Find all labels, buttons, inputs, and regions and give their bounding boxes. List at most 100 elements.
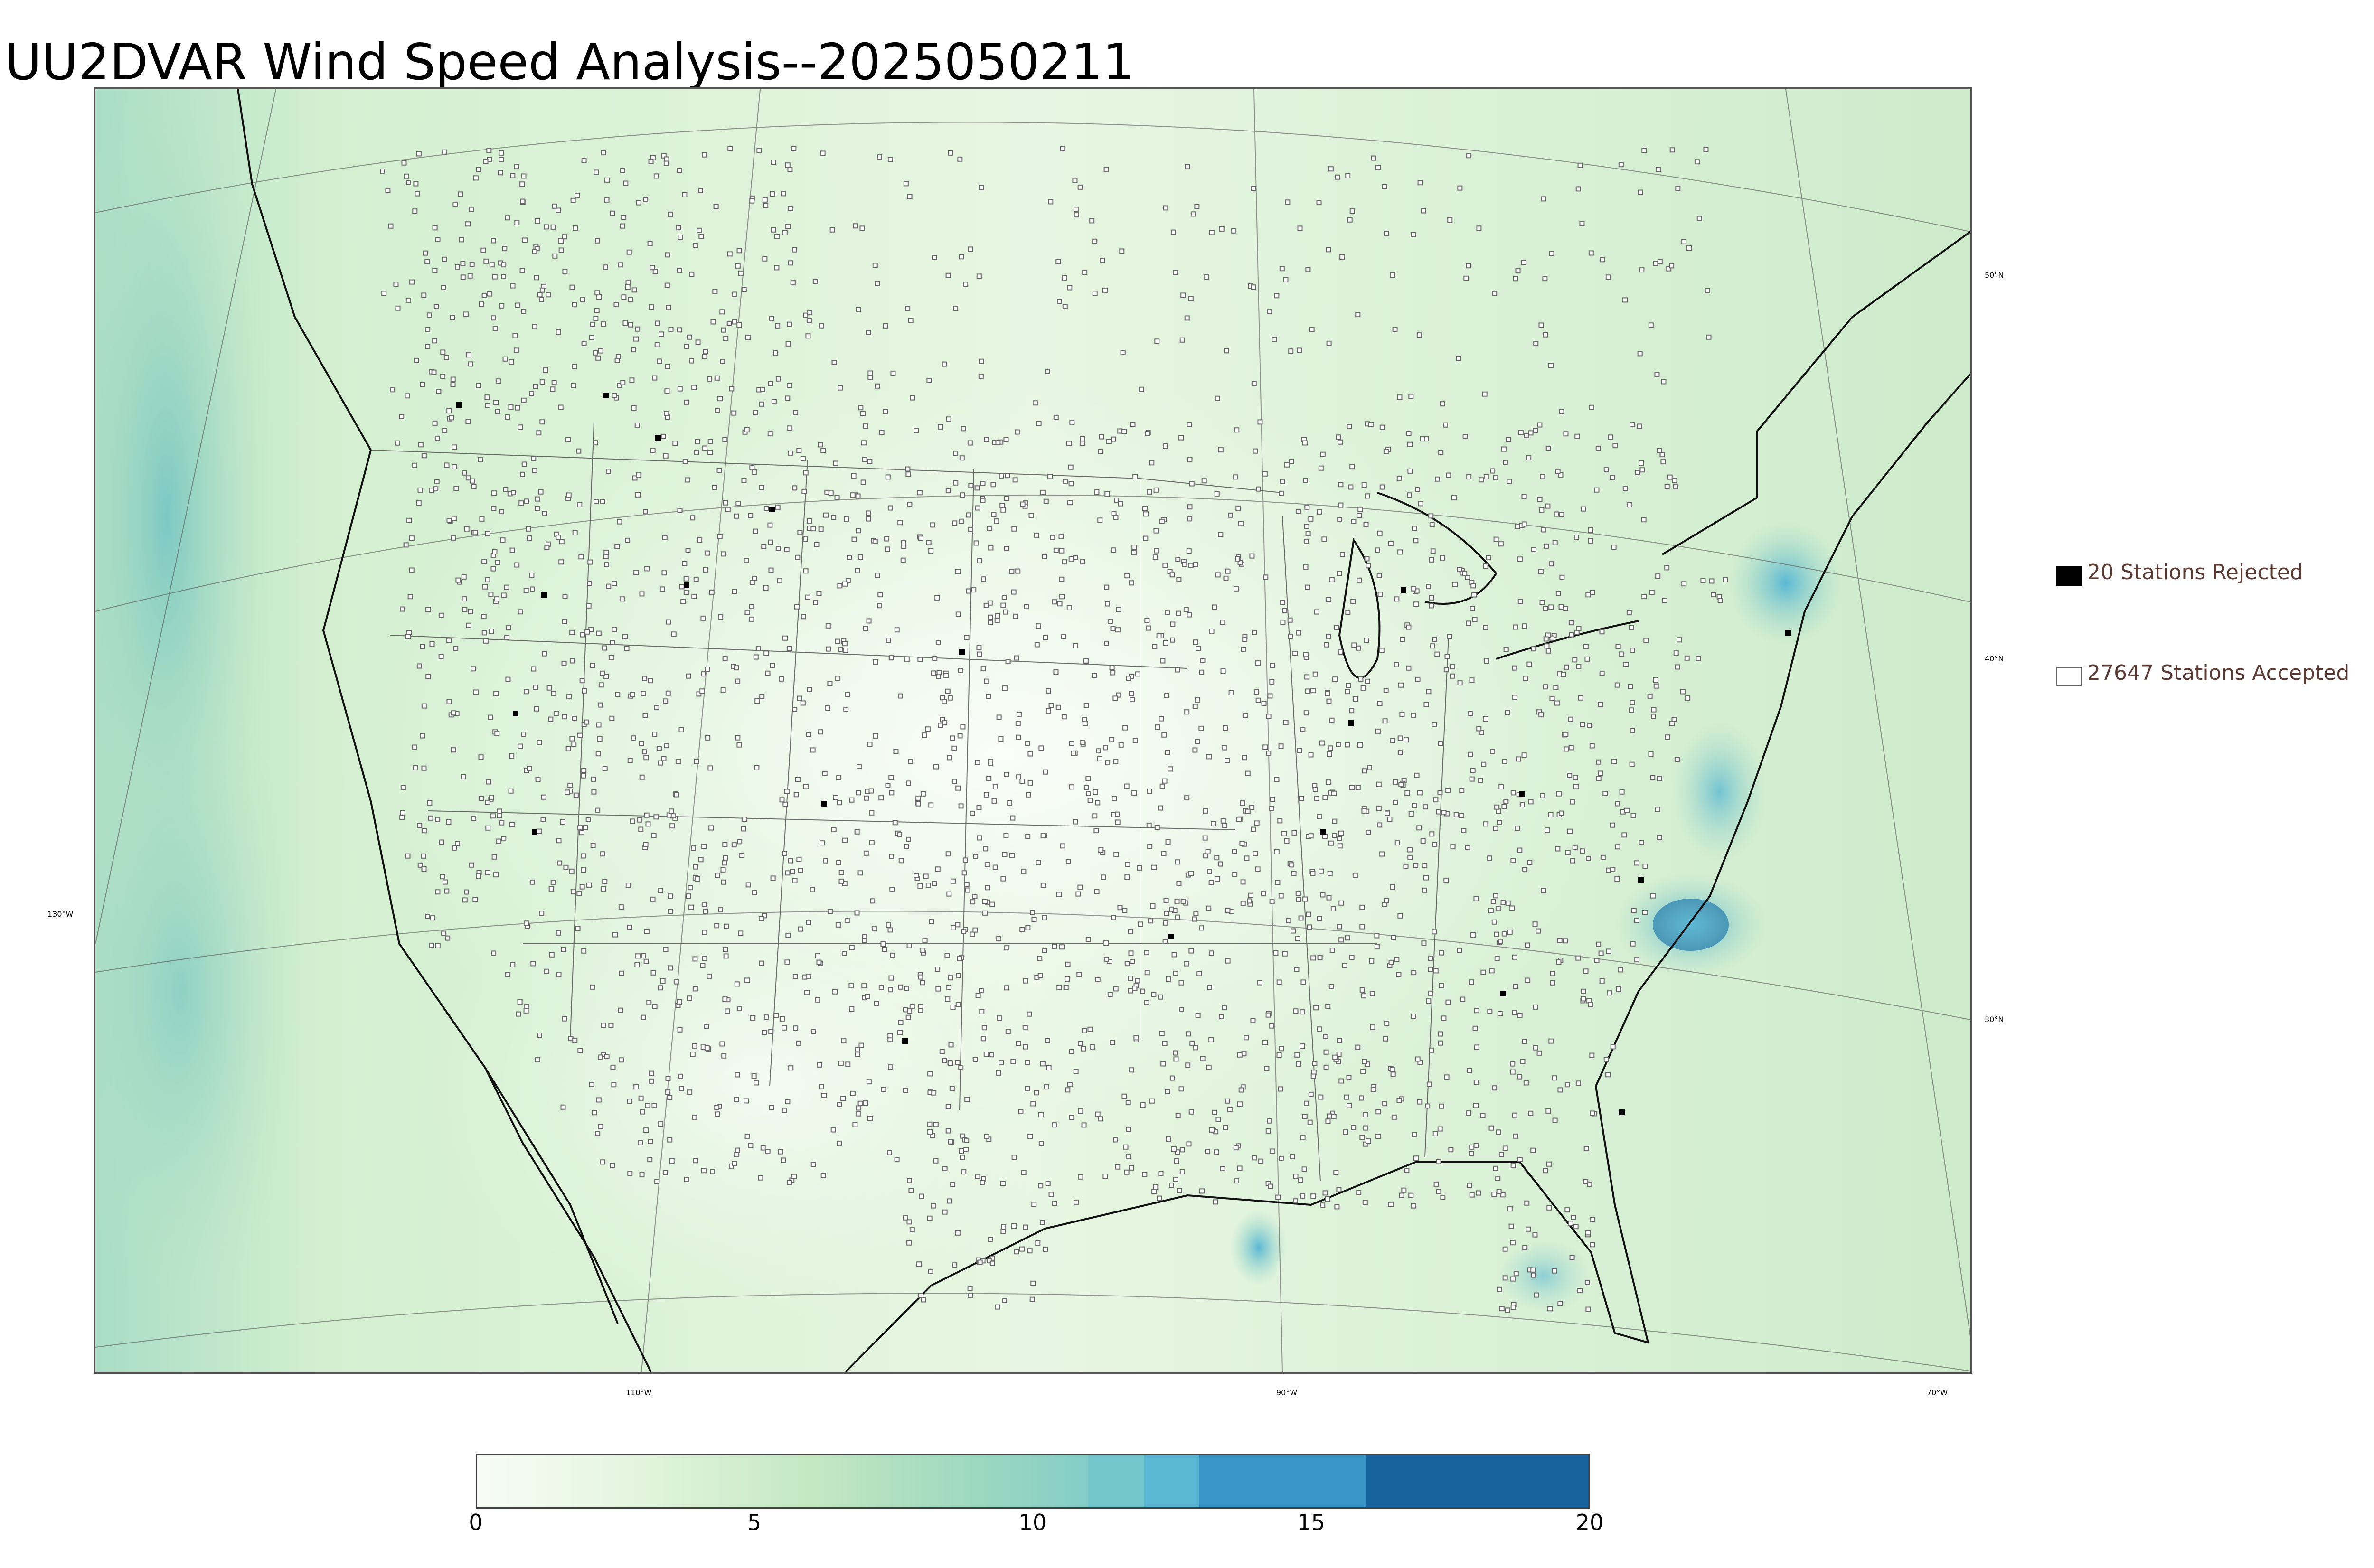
station-marker-accepted xyxy=(1101,874,1106,880)
station-marker-accepted xyxy=(1224,348,1229,354)
wind-speed-map[interactable] xyxy=(94,87,1972,1374)
station-marker-accepted xyxy=(1392,327,1398,333)
station-marker-accepted xyxy=(473,175,479,181)
station-marker-accepted xyxy=(425,607,431,612)
station-marker-rejected xyxy=(541,592,547,598)
station-marker-accepted xyxy=(1545,827,1550,833)
station-marker-accepted xyxy=(1158,994,1163,1000)
station-marker-accepted xyxy=(1061,275,1067,281)
station-marker-accepted xyxy=(469,262,475,267)
station-marker-accepted xyxy=(678,1086,684,1091)
station-marker-accepted xyxy=(1660,459,1666,465)
station-marker-accepted xyxy=(1575,186,1581,192)
station-marker-accepted xyxy=(1192,916,1197,922)
station-marker-accepted xyxy=(1583,968,1589,974)
station-marker-accepted xyxy=(651,1103,657,1108)
station-marker-accepted xyxy=(404,173,409,179)
station-marker-accepted xyxy=(1199,669,1205,675)
station-marker-accepted xyxy=(1703,147,1709,152)
station-marker-accepted xyxy=(1147,788,1152,794)
station-marker-accepted xyxy=(927,1071,933,1077)
station-marker-accepted xyxy=(945,996,951,1002)
station-marker-accepted xyxy=(495,560,500,565)
station-marker-accepted xyxy=(658,331,664,337)
station-marker-accepted xyxy=(979,1009,985,1014)
station-marker-accepted xyxy=(438,612,444,618)
station-marker-accepted xyxy=(1159,783,1165,789)
station-marker-accepted xyxy=(579,678,585,684)
station-marker-accepted xyxy=(1469,677,1475,683)
station-marker-accepted xyxy=(1344,1094,1349,1100)
station-marker-accepted xyxy=(937,424,943,430)
station-marker-accepted xyxy=(626,249,632,255)
station-marker-accepted xyxy=(1160,1061,1166,1067)
station-marker-accepted xyxy=(1406,665,1412,671)
station-marker-accepted xyxy=(1614,801,1620,807)
station-marker-accepted xyxy=(1349,785,1355,790)
station-marker-accepted xyxy=(684,344,690,349)
station-marker-accepted xyxy=(1408,394,1414,399)
station-marker-accepted xyxy=(411,462,417,468)
station-marker-accepted xyxy=(425,913,431,919)
station-marker-accepted xyxy=(661,153,667,159)
colorbar xyxy=(476,1454,1590,1509)
station-marker-accepted xyxy=(558,404,564,410)
station-marker-accepted xyxy=(666,305,671,310)
station-marker-accepted xyxy=(957,733,963,739)
station-marker-accepted xyxy=(1300,1009,1305,1015)
station-marker-accepted xyxy=(984,1134,989,1139)
station-marker-accepted xyxy=(1288,348,1294,354)
station-marker-accepted xyxy=(550,224,556,230)
station-marker-accepted xyxy=(966,588,971,594)
station-marker-accepted xyxy=(1350,599,1356,604)
station-marker-accepted xyxy=(1111,915,1116,920)
station-marker-accepted xyxy=(1445,999,1451,1005)
station-marker-accepted xyxy=(488,714,493,720)
station-marker-accepted xyxy=(1020,501,1026,507)
station-marker-accepted xyxy=(1040,833,1046,839)
station-marker-accepted xyxy=(1537,422,1543,428)
station-marker-accepted xyxy=(1307,924,1312,930)
station-marker-accepted xyxy=(512,333,518,338)
station-marker-accepted xyxy=(1189,1040,1195,1046)
station-marker-accepted xyxy=(677,168,682,173)
station-marker-accepted xyxy=(576,891,582,897)
station-marker-accepted xyxy=(908,759,914,764)
station-marker-accepted xyxy=(1672,477,1677,483)
station-marker-accepted xyxy=(852,1122,858,1127)
station-marker-accepted xyxy=(1654,372,1660,377)
station-marker-accepted xyxy=(583,825,588,830)
station-marker-accepted xyxy=(1336,434,1341,440)
colorbar-band xyxy=(1088,1455,1144,1507)
station-marker-accepted xyxy=(1003,833,1009,838)
station-marker-accepted xyxy=(1336,1187,1342,1192)
station-marker-accepted xyxy=(927,1215,933,1221)
station-marker-accepted xyxy=(815,997,820,1003)
station-marker-accepted xyxy=(1375,165,1381,170)
station-marker-accepted xyxy=(1398,782,1404,788)
station-marker-accepted xyxy=(1180,898,1186,904)
station-marker-accepted xyxy=(1332,818,1338,824)
station-marker-accepted xyxy=(1153,528,1159,534)
station-marker-accepted xyxy=(1618,162,1624,168)
station-marker-accepted xyxy=(918,974,923,980)
station-marker-accepted xyxy=(1265,1128,1271,1134)
station-marker-accepted xyxy=(1016,734,1022,740)
station-marker-accepted xyxy=(1476,1190,1481,1196)
station-marker-accepted xyxy=(645,1103,650,1108)
station-marker-accepted xyxy=(1261,891,1266,897)
station-marker-accepted xyxy=(735,500,741,506)
station-marker-accepted xyxy=(1411,712,1416,718)
station-marker-accepted xyxy=(649,1078,654,1084)
station-marker-accepted xyxy=(468,361,473,367)
station-marker-accepted xyxy=(1430,548,1436,554)
station-marker-accepted xyxy=(1466,263,1471,269)
station-marker-accepted xyxy=(1186,548,1192,554)
map-title: UU2DVAR Wind Speed Analysis--2025050211 xyxy=(5,33,1135,91)
station-marker-accepted xyxy=(1469,1192,1475,1198)
station-marker-accepted xyxy=(1240,879,1246,885)
station-marker-accepted xyxy=(980,481,986,487)
station-marker-accepted xyxy=(1198,925,1204,931)
station-marker-accepted xyxy=(1113,1137,1119,1143)
station-marker-accepted xyxy=(1397,750,1403,756)
